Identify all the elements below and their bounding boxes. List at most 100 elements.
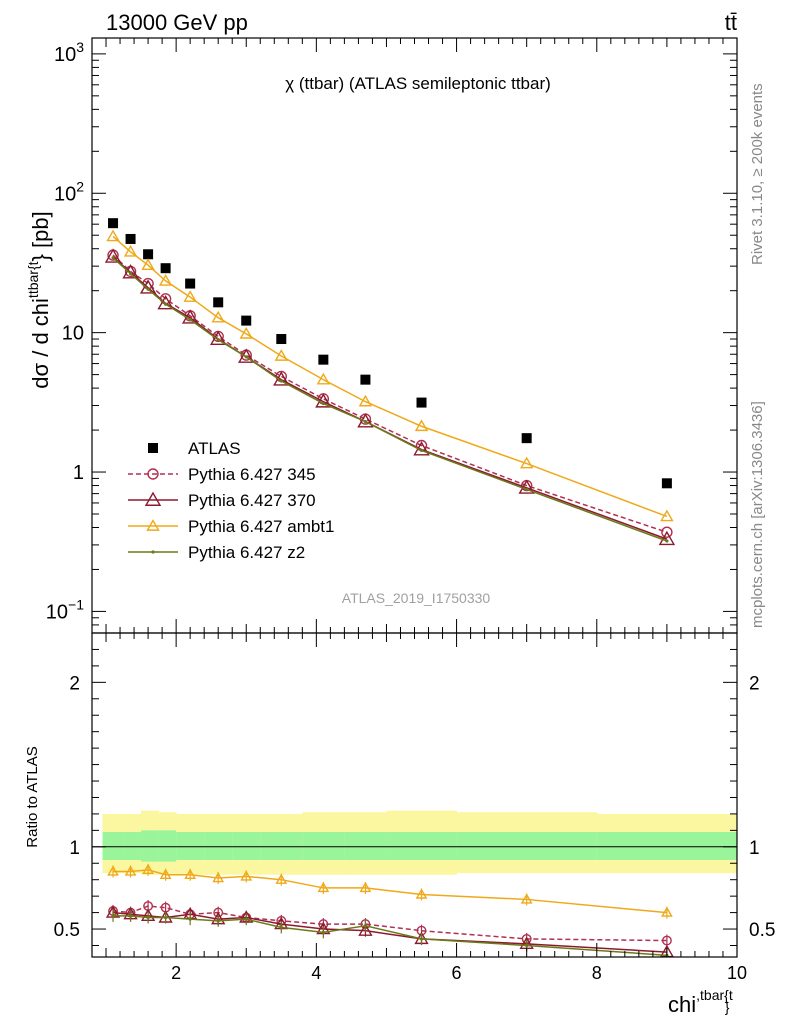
triangle-marker xyxy=(238,348,255,363)
triangle-marker xyxy=(209,330,227,345)
triangle-marker xyxy=(212,871,225,883)
triangle-marker xyxy=(240,870,253,881)
legend-label: Pythia 6.427 ambt1 xyxy=(188,517,334,536)
inner-band-segment xyxy=(141,830,160,862)
data-point-marker xyxy=(185,278,196,289)
dot-marker xyxy=(419,448,424,452)
inner-band-segment xyxy=(123,832,142,860)
triangle-marker xyxy=(661,906,673,917)
ratio-y-tick-label: 2 xyxy=(69,673,80,694)
rivet-label: Rivet 3.1.10, ≥ 200k events xyxy=(749,83,766,265)
series-atlas xyxy=(108,218,672,489)
data-point-marker xyxy=(143,249,154,260)
y-tick-label: 102 xyxy=(54,178,84,205)
xlabel-base: chi xyxy=(668,992,696,1017)
data-point-marker xyxy=(416,397,427,408)
svg-text:chi,tbar{t}: chi,tbar{t} xyxy=(668,987,733,1017)
watermark: ATLAS_2019_I1750330 xyxy=(342,590,491,606)
triangle-marker xyxy=(274,349,288,361)
triangle-marker xyxy=(317,881,330,893)
x-tick-label: 4 xyxy=(311,963,321,983)
inner-band-segment xyxy=(204,832,233,860)
ratio-y-tick-label-right: 0.5 xyxy=(749,920,775,941)
ratio-y-tick-label: 0.5 xyxy=(54,920,80,941)
inner-band-segment xyxy=(386,832,458,860)
data-point-marker xyxy=(276,334,287,345)
triangle-marker xyxy=(520,893,533,904)
legend: ATLAS Pythia 6.427 345 Pythia 6.427 370 Pyt… xyxy=(128,439,334,562)
svg-text:dσ / d chittbar{t} [pb]: dσ / d chittbar{t} [pb] xyxy=(25,211,53,388)
dot-marker xyxy=(279,379,283,383)
inner-band-segment xyxy=(232,832,261,860)
x-axis-label: chi,tbar{t} xyxy=(668,987,733,1017)
dot-marker xyxy=(111,256,115,260)
dot-marker xyxy=(216,338,220,342)
dot-marker xyxy=(244,355,248,359)
triangle-marker xyxy=(658,530,676,546)
legend-label: Pythia 6.427 z2 xyxy=(188,543,305,562)
data-point-marker xyxy=(241,315,252,326)
inner-band-segment xyxy=(596,832,737,860)
triangle-marker xyxy=(142,863,154,875)
y-tick-label: 10−1 xyxy=(46,596,84,623)
dot-marker xyxy=(279,925,283,929)
legend-label: Pythia 6.427 345 xyxy=(188,465,316,484)
dot-marker xyxy=(525,487,529,492)
series-line xyxy=(112,254,668,533)
dot-marker xyxy=(363,924,368,928)
legend-item: Pythia 6.427 z2 xyxy=(128,543,305,562)
triangle-marker xyxy=(415,888,428,899)
dot-marker xyxy=(188,318,192,322)
inner-band-segment xyxy=(260,832,303,860)
data-point-marker xyxy=(661,478,672,489)
dot-marker xyxy=(419,937,424,941)
dot-marker xyxy=(164,302,168,306)
triangle-marker xyxy=(519,456,534,469)
triangle-marker xyxy=(315,393,332,408)
dot-marker xyxy=(164,915,168,920)
ratio-series-pythia-6.427-ambt1 xyxy=(107,863,673,919)
dot-marker xyxy=(363,420,368,424)
dot-marker xyxy=(321,401,325,406)
inner-band-segment xyxy=(302,832,345,860)
y-tick-label: 103 xyxy=(54,39,84,66)
data-point-marker xyxy=(125,233,136,244)
ratio-line xyxy=(113,869,667,914)
ratio-bands xyxy=(102,810,737,875)
xlabel-sup: ,tbar{t xyxy=(696,987,733,1003)
x-tick-label: 6 xyxy=(452,963,462,983)
legend-label: Pythia 6.427 370 xyxy=(188,491,316,510)
ratio-y-tick-label-right: 2 xyxy=(749,673,760,694)
ratio-series-pythia-6.427-345 xyxy=(108,900,672,947)
series-pythia-6.427-z2 xyxy=(111,256,669,543)
inner-band-segment xyxy=(176,832,205,860)
dot-marker xyxy=(146,915,150,920)
series-pythia-6.427-ambt1 xyxy=(106,229,674,522)
triangle-marker xyxy=(518,479,535,494)
triangle-marker xyxy=(184,868,197,879)
process-label: tt̄ xyxy=(725,10,737,35)
legend-label: ATLAS xyxy=(188,439,241,458)
circle-marker xyxy=(661,526,673,538)
triangle-marker xyxy=(660,509,674,522)
ratio-line xyxy=(112,905,667,942)
triangle-marker xyxy=(211,310,225,323)
ratio-frame xyxy=(91,632,738,958)
dot-marker xyxy=(216,919,220,923)
ratio-y-tick-label-right: 1 xyxy=(749,838,760,859)
ratio-panel: 2 4 6 8 10 0.5 0.5 1 1 2 2 xyxy=(54,632,775,983)
dot-marker xyxy=(146,287,150,291)
triangle-marker xyxy=(358,394,373,407)
x-tick-label: 10 xyxy=(727,963,747,983)
data-point-marker xyxy=(148,443,158,453)
triangle-marker xyxy=(316,372,331,385)
triangle-marker xyxy=(157,295,174,310)
legend-item: Pythia 6.427 370 xyxy=(128,491,316,510)
y-tick-label: 1 xyxy=(73,462,84,484)
inner-band-segment xyxy=(344,832,387,860)
triangle-marker xyxy=(104,248,122,263)
ratio-line xyxy=(113,915,667,957)
triangle-marker xyxy=(239,326,253,339)
